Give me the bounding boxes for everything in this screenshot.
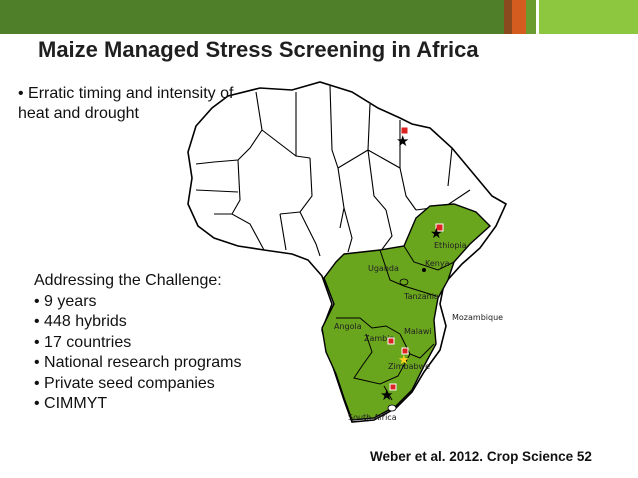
label-angola: Angola: [334, 322, 362, 331]
accent-strip-green: [526, 0, 536, 34]
site-markers: ★ ★ ★ ★: [380, 126, 444, 404]
accent-strip-brown: [504, 0, 512, 34]
label-zimbabwe: Zimbabwe: [388, 362, 430, 371]
intro-bullet: • Erratic timing and intensity of heat a…: [18, 84, 248, 124]
intro-bullet-text: • Erratic timing and intensity of heat a…: [18, 85, 234, 122]
site-square-icon: [401, 347, 409, 355]
list-item: • 448 hybrids: [34, 313, 127, 330]
label-zambia: Zambia: [364, 334, 394, 343]
challenge-list: • 9 years • 448 hybrids • 17 countries •…: [34, 292, 241, 415]
lake-victoria: [399, 278, 409, 286]
site-square-icon: [435, 223, 444, 232]
site-square-icon: [389, 383, 397, 391]
accent-strip-lightgreen: [539, 0, 638, 34]
star-outline-icon: ★: [398, 352, 410, 367]
label-malawi: Malawi: [404, 327, 432, 336]
list-item: • 17 countries: [34, 333, 132, 351]
site-square-icon: [400, 126, 409, 135]
star-icon: ★: [396, 133, 409, 150]
kenya-site-dot: [422, 268, 426, 272]
list-item: • Private seed companies: [34, 374, 215, 392]
highlighted-borders: [336, 245, 455, 401]
site-square-icon: [387, 337, 395, 345]
list-item: • 9 years: [34, 292, 97, 310]
label-south-africa: South Africa: [348, 413, 397, 422]
citation: Weber et al. 2012. Crop Science 52: [370, 449, 592, 464]
label-uganda: Uganda: [368, 264, 399, 273]
star-icon: ★: [430, 225, 443, 241]
country-borders: [195, 85, 471, 257]
label-mozambique: Mozambique: [452, 313, 503, 322]
label-tanzania: Tanzania: [403, 292, 439, 301]
challenge-block: Addressing the Challenge: • 9 years • 44…: [34, 271, 241, 415]
star-icon: ★: [380, 387, 393, 404]
highlighted-region: [321, 203, 492, 421]
list-item: • CIMMYT: [34, 395, 108, 412]
challenge-heading: Addressing the Challenge:: [34, 272, 222, 289]
list-item: • National research programs: [34, 354, 242, 371]
accent-strip-white: [536, 0, 539, 34]
label-ethiopia: Ethiopia: [434, 241, 467, 250]
label-kenya: Kenya: [425, 259, 450, 268]
page-title: Maize Managed Stress Screening in Africa: [38, 37, 479, 62]
lesotho: [387, 404, 397, 412]
accent-strip-orange: [512, 0, 526, 34]
